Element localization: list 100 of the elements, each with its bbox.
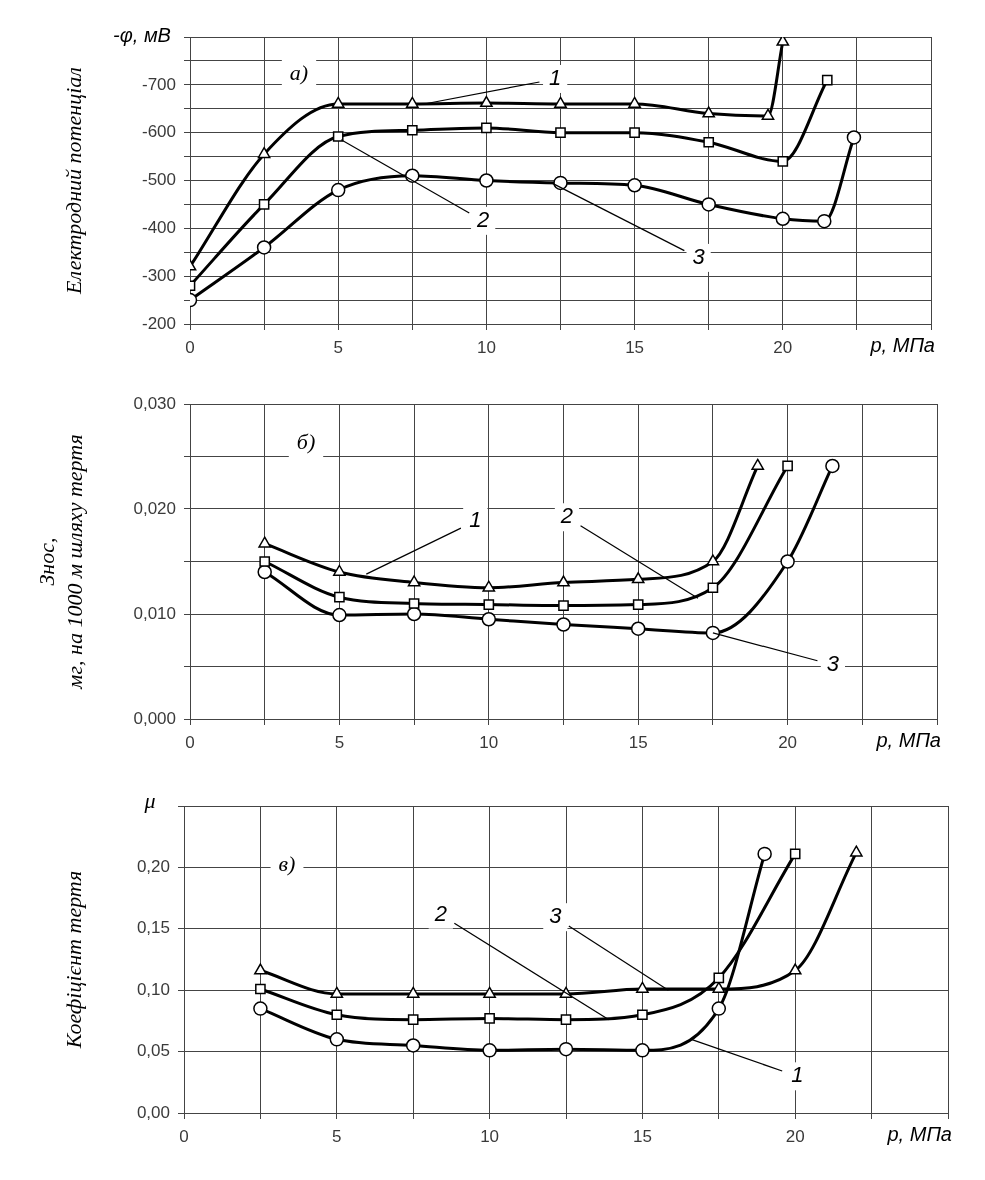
point — [407, 575, 421, 587]
point — [782, 460, 793, 472]
point — [628, 96, 641, 108]
x-tick-label: 10 — [479, 732, 499, 752]
point — [330, 986, 344, 998]
point — [330, 182, 346, 198]
annotation: 2 — [433, 900, 447, 926]
point — [711, 1001, 727, 1016]
point — [757, 846, 772, 862]
point — [407, 1014, 419, 1026]
point — [637, 1009, 648, 1021]
point — [751, 458, 765, 470]
y-tick-label: 0,020 — [133, 498, 176, 518]
point — [258, 199, 270, 210]
point — [259, 556, 271, 567]
point — [627, 178, 642, 193]
point — [560, 1014, 572, 1026]
point — [481, 122, 492, 134]
x-tick-label: 15 — [628, 732, 648, 752]
x-tick-label: 20 — [778, 732, 798, 752]
point — [555, 127, 566, 139]
point — [408, 598, 420, 609]
point — [406, 986, 420, 998]
point — [256, 240, 272, 255]
point — [635, 1043, 650, 1058]
point — [706, 554, 720, 566]
point — [629, 127, 640, 139]
point — [789, 848, 801, 860]
point — [405, 96, 419, 108]
point — [558, 600, 569, 611]
point — [557, 575, 570, 587]
annotation: 3 — [826, 651, 840, 677]
point — [761, 108, 775, 120]
point — [849, 845, 863, 857]
annotation: 2 — [559, 503, 574, 529]
point — [405, 1038, 421, 1053]
x-tick-label: 5 — [334, 732, 345, 752]
annotation: 1 — [791, 1062, 804, 1088]
point — [329, 1032, 345, 1047]
x-axis-title: p, МПа — [875, 728, 941, 751]
point — [777, 156, 789, 167]
point — [332, 131, 344, 142]
annotation: 3 — [549, 903, 563, 929]
point — [258, 536, 272, 548]
y-axis-title: Електродний потенціал — [60, 67, 86, 295]
annotation: 2 — [476, 206, 490, 232]
y-tick-label: 0,00 — [136, 1102, 170, 1122]
x-tick-label: 10 — [480, 1126, 500, 1146]
y-tick-label: -200 — [141, 313, 176, 333]
x-tick-label: 0 — [185, 732, 195, 752]
point — [636, 981, 649, 993]
text: -φ, мВ — [113, 23, 171, 46]
point — [703, 136, 715, 148]
y-tick-label: -400 — [141, 218, 176, 238]
y-tick-label: -700 — [141, 74, 176, 94]
y-tick-label: 0,20 — [136, 857, 170, 877]
point — [332, 607, 347, 623]
text: μ — [143, 787, 156, 813]
point — [479, 173, 494, 188]
point — [480, 95, 493, 108]
x-tick-label: 5 — [333, 337, 343, 357]
point — [482, 1043, 497, 1058]
point — [257, 146, 271, 159]
point — [558, 1041, 574, 1057]
annotation: 1 — [469, 507, 482, 533]
x-axis-title: p, МПа — [869, 333, 935, 356]
point — [705, 625, 721, 641]
point — [701, 197, 716, 212]
annotation: в) — [278, 850, 296, 876]
point — [821, 74, 833, 86]
y-tick-label: 0,030 — [133, 393, 176, 413]
y-tick-label: -300 — [141, 265, 176, 285]
x-axis-title: p, МПа — [886, 1122, 952, 1145]
y-tick-label: 0,05 — [136, 1041, 170, 1061]
point — [780, 554, 795, 569]
x-tick-label: 20 — [785, 1126, 805, 1146]
point — [632, 599, 644, 610]
annotation: 3 — [692, 244, 706, 270]
x-tick-label: 15 — [625, 337, 645, 357]
y-tick-label: 0,000 — [133, 708, 176, 728]
y-tick-label: 0,010 — [133, 603, 176, 623]
x-tick-label: 15 — [632, 1126, 652, 1146]
annotation: а) — [289, 59, 309, 85]
x-tick-label: 10 — [476, 337, 496, 357]
point — [254, 963, 267, 975]
point — [556, 617, 571, 632]
point — [484, 1013, 495, 1024]
point — [481, 612, 497, 627]
x-tick-label: 20 — [773, 337, 793, 357]
y-tick-label: -600 — [141, 122, 176, 142]
point — [331, 96, 345, 108]
point — [846, 130, 862, 145]
point — [331, 1009, 343, 1021]
annotation: б) — [296, 428, 316, 454]
point — [406, 124, 418, 136]
point — [554, 96, 567, 108]
point — [253, 1001, 268, 1016]
y-axis-title: Знос, мг, на 1000 м шляху тертя — [33, 434, 87, 690]
y-tick-label: -500 — [141, 170, 176, 190]
point — [817, 213, 832, 229]
